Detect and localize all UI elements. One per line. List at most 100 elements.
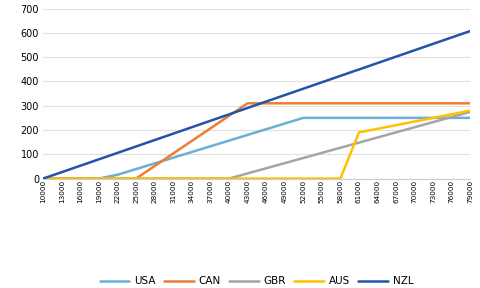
NZL bbox=[449, 36, 455, 39]
GBR bbox=[59, 177, 65, 180]
CAN bbox=[245, 102, 251, 105]
CAN bbox=[431, 102, 436, 105]
NZL bbox=[375, 61, 381, 65]
USA bbox=[412, 116, 418, 120]
AUS bbox=[189, 177, 195, 180]
GBR bbox=[115, 177, 120, 180]
CAN bbox=[393, 102, 399, 105]
AUS bbox=[412, 120, 418, 123]
GBR bbox=[319, 151, 324, 155]
USA bbox=[77, 177, 83, 180]
AUS bbox=[431, 116, 436, 120]
USA bbox=[189, 150, 195, 154]
NZL bbox=[133, 145, 139, 148]
USA bbox=[449, 116, 455, 120]
GBR bbox=[431, 120, 436, 124]
CAN bbox=[133, 177, 139, 180]
NZL bbox=[207, 119, 213, 122]
CAN bbox=[337, 102, 343, 105]
AUS bbox=[468, 109, 473, 112]
NZL bbox=[337, 74, 343, 78]
USA bbox=[207, 145, 213, 148]
NZL bbox=[152, 138, 157, 142]
AUS bbox=[133, 177, 139, 180]
AUS bbox=[245, 177, 251, 180]
NZL bbox=[319, 81, 324, 84]
GBR bbox=[245, 172, 251, 175]
NZL bbox=[189, 126, 195, 129]
GBR bbox=[375, 136, 381, 139]
USA bbox=[393, 116, 399, 120]
AUS bbox=[263, 177, 269, 180]
CAN bbox=[189, 139, 195, 143]
CAN bbox=[77, 177, 83, 180]
NZL bbox=[245, 106, 251, 110]
GBR bbox=[189, 177, 195, 180]
GBR bbox=[133, 177, 139, 180]
NZL bbox=[263, 100, 269, 103]
USA bbox=[375, 116, 381, 120]
NZL bbox=[96, 158, 102, 161]
CAN bbox=[170, 152, 176, 155]
AUS bbox=[393, 124, 399, 127]
USA bbox=[319, 116, 324, 120]
NZL bbox=[115, 151, 120, 155]
AUS bbox=[449, 113, 455, 116]
GBR bbox=[207, 177, 213, 180]
GBR bbox=[77, 177, 83, 180]
CAN bbox=[468, 102, 473, 105]
NZL bbox=[356, 68, 362, 71]
NZL bbox=[468, 29, 473, 33]
NZL bbox=[170, 132, 176, 135]
NZL bbox=[226, 113, 232, 116]
GBR bbox=[263, 166, 269, 170]
USA bbox=[263, 128, 269, 131]
USA bbox=[282, 122, 288, 125]
GBR bbox=[96, 177, 102, 180]
USA bbox=[300, 116, 306, 120]
GBR bbox=[226, 177, 232, 180]
USA bbox=[115, 173, 120, 177]
CAN bbox=[263, 102, 269, 105]
AUS bbox=[59, 177, 65, 180]
GBR bbox=[468, 110, 473, 113]
CAN bbox=[207, 127, 213, 130]
CAN bbox=[375, 102, 381, 105]
CAN bbox=[449, 102, 455, 105]
USA bbox=[468, 116, 473, 120]
AUS bbox=[207, 177, 213, 180]
AUS bbox=[115, 177, 120, 180]
CAN bbox=[319, 102, 324, 105]
CAN bbox=[152, 164, 157, 168]
Line: CAN: CAN bbox=[43, 103, 470, 179]
Line: GBR: GBR bbox=[43, 112, 470, 179]
CAN bbox=[115, 177, 120, 180]
AUS bbox=[337, 177, 343, 180]
USA bbox=[226, 139, 232, 142]
NZL bbox=[412, 48, 418, 52]
Line: NZL: NZL bbox=[43, 31, 470, 179]
USA bbox=[337, 116, 343, 120]
CAN bbox=[96, 177, 102, 180]
USA bbox=[40, 177, 46, 180]
AUS bbox=[375, 127, 381, 130]
CAN bbox=[59, 177, 65, 180]
GBR bbox=[356, 141, 362, 144]
CAN bbox=[226, 114, 232, 118]
GBR bbox=[449, 115, 455, 119]
Line: USA: USA bbox=[43, 118, 470, 179]
USA bbox=[133, 167, 139, 171]
CAN bbox=[40, 177, 46, 180]
USA bbox=[59, 177, 65, 180]
GBR bbox=[300, 156, 306, 160]
USA bbox=[96, 177, 102, 180]
NZL bbox=[300, 87, 306, 90]
CAN bbox=[282, 102, 288, 105]
GBR bbox=[170, 177, 176, 180]
NZL bbox=[40, 177, 46, 180]
USA bbox=[170, 156, 176, 160]
AUS bbox=[319, 177, 324, 180]
AUS bbox=[300, 177, 306, 180]
GBR bbox=[282, 162, 288, 165]
NZL bbox=[393, 55, 399, 58]
